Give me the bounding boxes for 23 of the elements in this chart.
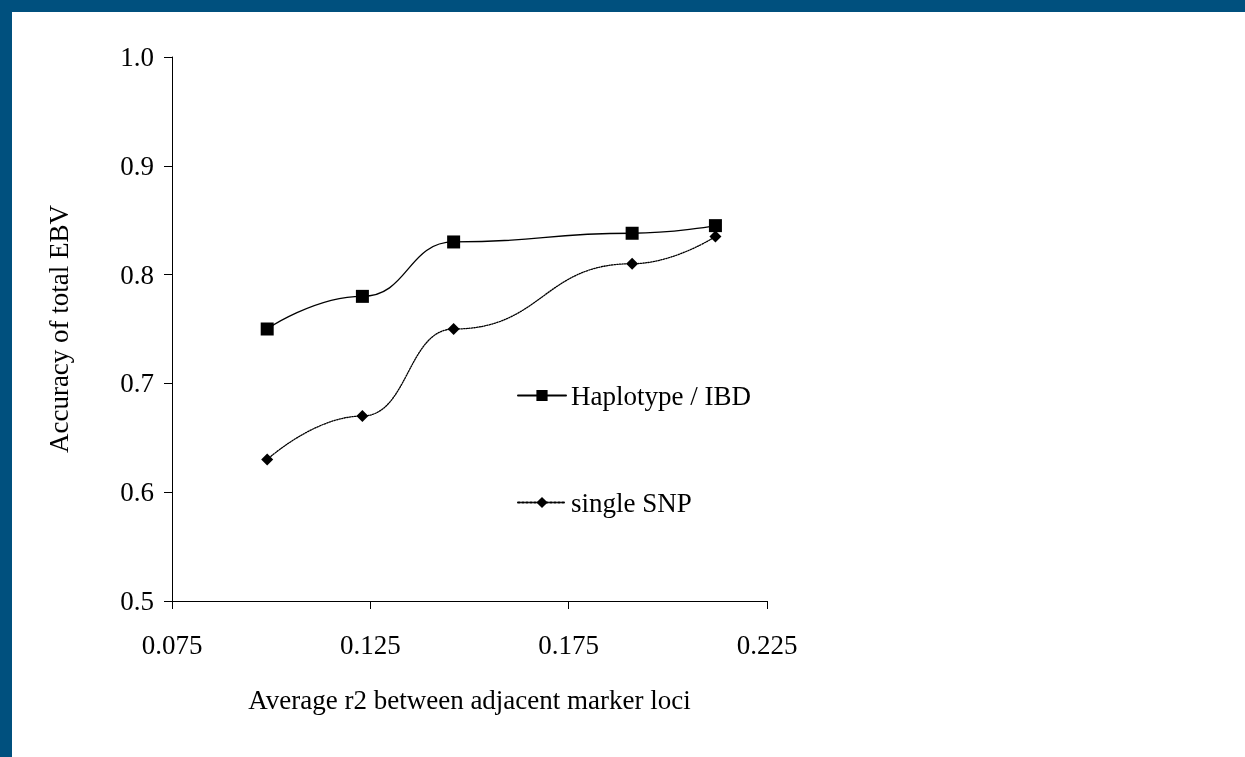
x-tick-label: 0.175 [538,629,600,660]
point [625,226,639,240]
legend-label: single SNP [571,487,692,518]
point [447,235,461,249]
point [447,323,460,335]
y-tick-label: 0.5 [120,586,154,616]
point [356,410,369,423]
x-axis-title: Average r2 between adjacent marker loci [248,684,691,715]
x-tick-label: 0.225 [736,629,798,660]
point [261,453,274,466]
y-tick-label: 0.9 [120,150,154,181]
y-tick-label: 0.8 [120,259,154,290]
y-axis-title: Accuracy of total EBV [43,204,74,454]
point [260,322,274,336]
legend-label: Haplotype / IBD [571,380,751,411]
y-tick-label: 0.6 [120,477,154,508]
y-tick-label: 1.0 [120,42,154,72]
point [708,219,722,233]
point [626,257,639,270]
x-tick-label: 0.125 [339,629,401,660]
y-tick-label: 0.7 [120,368,154,399]
x-tick-label: 0.075 [141,629,203,660]
point [355,289,369,303]
